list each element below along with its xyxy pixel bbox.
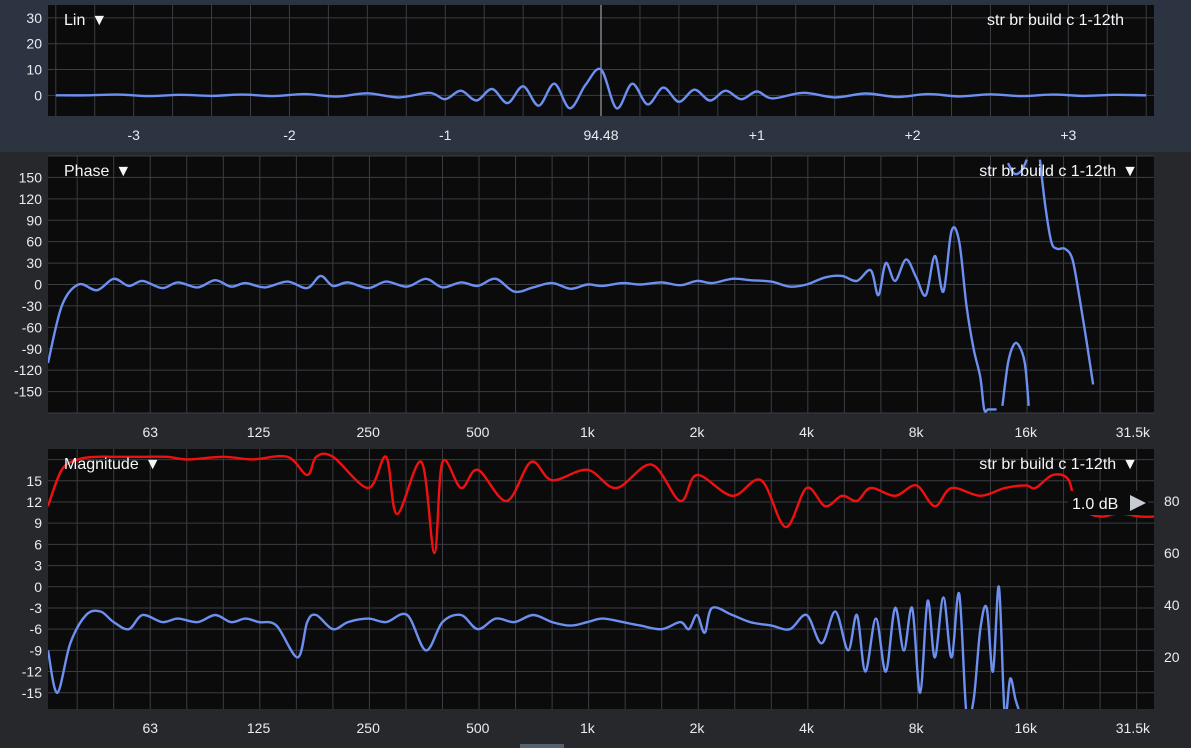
y-tick-label: 0 [34, 277, 42, 293]
dropdown-triangle-icon[interactable]: ▼ [91, 12, 107, 29]
x-tick-label: 8k [909, 720, 925, 736]
x-tick-label: 500 [466, 720, 490, 736]
y-tick-label: -15 [22, 685, 42, 701]
x-tick-label: 8k [909, 424, 925, 440]
x-tick-label: 2k [690, 424, 706, 440]
y-tick-label: 6 [34, 536, 42, 552]
y-tick-label: 3 [34, 558, 42, 574]
right-axis-tick-label: 40 [1164, 597, 1180, 613]
right-axis-tick-label: 20 [1164, 649, 1180, 665]
impulse-title[interactable]: Lin ▼ [64, 12, 107, 29]
x-tick-label: 1k [580, 720, 596, 736]
phase-series-group [48, 159, 1095, 413]
phase-series-line-0 [48, 226, 997, 413]
y-tick-label: 20 [26, 36, 42, 52]
y-tick-label: 120 [19, 191, 43, 207]
phase-series-line-1 [1001, 341, 1030, 407]
y-tick-label: 9 [34, 515, 42, 531]
y-tick-label: -6 [30, 621, 43, 637]
scale-readout: 1.0 dB [1072, 496, 1118, 513]
x-tick-label: 1k [580, 424, 596, 440]
x-tick-label: -2 [283, 127, 296, 143]
x-tick-label: 4k [799, 720, 815, 736]
dropdown-triangle-icon[interactable]: ▼ [1122, 456, 1138, 473]
y-tick-label: -3 [30, 600, 43, 616]
phase-title[interactable]: Phase ▼ [64, 163, 131, 180]
x-tick-label: 125 [247, 424, 271, 440]
x-tick-label: 500 [466, 424, 490, 440]
x-tick-label: +3 [1060, 127, 1076, 143]
magnitude-series-line-1 [48, 452, 1154, 555]
dropdown-triangle-icon[interactable]: ▼ [115, 163, 131, 180]
y-tick-label: -120 [14, 362, 42, 378]
x-tick-label: 16k [1014, 720, 1038, 736]
magnitude-series-label-text: str br build c 1-12th [979, 456, 1116, 473]
x-tick-label: -3 [127, 127, 140, 143]
impulse-series-label-text: str br build c 1-12th [987, 12, 1124, 29]
y-tick-label: -90 [22, 341, 42, 357]
right-axis-tick-label: 60 [1164, 545, 1180, 561]
y-tick-label: 30 [26, 255, 42, 271]
x-tick-label: 4k [799, 424, 815, 440]
impulse-response-panel: 0 10 20 30 -3 -2 -1 94.48 +1 +2 +3 Lin ▼ str br build… [0, 0, 1191, 152]
y-tick-label: -9 [30, 642, 43, 658]
x-tick-label: 250 [357, 424, 381, 440]
phase-grid [48, 155, 1154, 414]
impulse-series-group [55, 67, 1147, 110]
phase-series-label-text: str br build c 1-12th [979, 163, 1116, 180]
scale-arrow-icon[interactable] [1130, 495, 1146, 511]
x-tick-label: 16k [1014, 424, 1038, 440]
y-tick-label: 150 [19, 169, 43, 185]
y-tick-label: -150 [14, 384, 42, 400]
magnitude-title-text: Magnitude [64, 456, 139, 473]
dropdown-triangle-icon[interactable]: ▼ [1122, 163, 1138, 180]
y-tick-label: 60 [26, 234, 42, 250]
y-tick-label: 0 [34, 579, 42, 595]
y-tick-label: 15 [26, 473, 42, 489]
magnitude-grid [48, 449, 1154, 709]
x-tick-label: -1 [439, 127, 452, 143]
magnitude-plot-area[interactable] [48, 449, 1154, 709]
magnitude-series-label[interactable]: str br build c 1-12th ▼ [979, 456, 1138, 473]
impulse-series-line-0 [55, 67, 1147, 110]
x-tick-label: +1 [749, 127, 765, 143]
x-tick-label: 63 [142, 720, 158, 736]
x-tick-label: 94.48 [583, 127, 618, 143]
x-tick-label: 2k [690, 720, 706, 736]
y-tick-label: 12 [26, 494, 42, 510]
phase-series-label[interactable]: str br build c 1-12th ▼ [979, 163, 1138, 180]
phase-series-line-3 [1038, 159, 1095, 385]
y-tick-label: 0 [34, 87, 42, 103]
right-axis-tick-label: 80 [1164, 493, 1180, 509]
y-tick-label: 10 [26, 62, 42, 78]
y-tick-label: -12 [22, 664, 42, 680]
y-tick-label: -60 [22, 319, 42, 335]
x-tick-label: 125 [247, 720, 271, 736]
magnitude-series-line-0 [48, 585, 1020, 709]
impulse-series-label[interactable]: str br build c 1-12th [987, 12, 1124, 29]
x-tick-label: 63 [142, 424, 158, 440]
y-tick-label: -30 [22, 298, 42, 314]
phase-title-text: Phase [64, 163, 109, 180]
scroll-indicator[interactable] [520, 744, 564, 748]
magnitude-series-group [48, 452, 1154, 709]
y-tick-label: 30 [26, 10, 42, 26]
x-tick-label: 31.5k [1116, 424, 1151, 440]
phase-series-line-2 [1006, 159, 1028, 176]
dropdown-triangle-icon[interactable]: ▼ [145, 456, 161, 473]
y-tick-label: 90 [26, 212, 42, 228]
x-tick-label: 250 [357, 720, 381, 736]
magnitude-title[interactable]: Magnitude ▼ [64, 456, 161, 473]
x-tick-label: +2 [905, 127, 921, 143]
phase-panel: 150 120 90 60 30 0 -30 -60 -90 -120 -150 63 125 250 50… [0, 152, 1191, 448]
impulse-title-text: Lin [64, 12, 85, 29]
x-tick-label: 31.5k [1116, 720, 1151, 736]
